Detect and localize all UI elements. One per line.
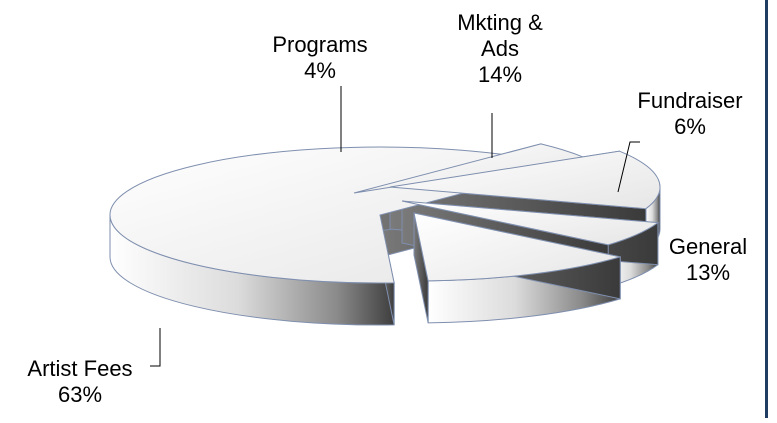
frame-right-border xyxy=(765,0,768,418)
data-label-2-line-0: Mkting & xyxy=(457,10,543,35)
slice-2-top xyxy=(389,150,661,210)
slice-3-top xyxy=(401,200,660,246)
data-label-2: Mkting & Ads 14% xyxy=(457,10,543,87)
data-label-0: Artist Fees 63% xyxy=(27,356,132,407)
data-label-4-line-1: 13% xyxy=(686,260,730,285)
data-label-2-line-1: Ads xyxy=(481,36,519,61)
data-label-4-line-0: General xyxy=(669,234,747,259)
data-label-2-line-2: 14% xyxy=(478,62,522,87)
data-label-4: General 13% xyxy=(669,234,747,285)
data-label-1-line-1: 4% xyxy=(304,58,336,83)
leader-line-0 xyxy=(150,328,161,367)
leader-line-3 xyxy=(617,141,640,193)
slice-4-top xyxy=(413,212,621,282)
data-label-0-line-0: Artist Fees xyxy=(27,356,132,381)
data-label-1: Programs 4% xyxy=(272,32,367,83)
data-label-1-line-0: Programs xyxy=(272,32,367,57)
data-label-3-line-1: 6% xyxy=(674,114,706,139)
data-label-3: Fundraiser 6% xyxy=(637,88,742,139)
data-label-3-line-0: Fundraiser xyxy=(637,88,742,113)
data-label-0-line-1: 63% xyxy=(58,382,102,407)
